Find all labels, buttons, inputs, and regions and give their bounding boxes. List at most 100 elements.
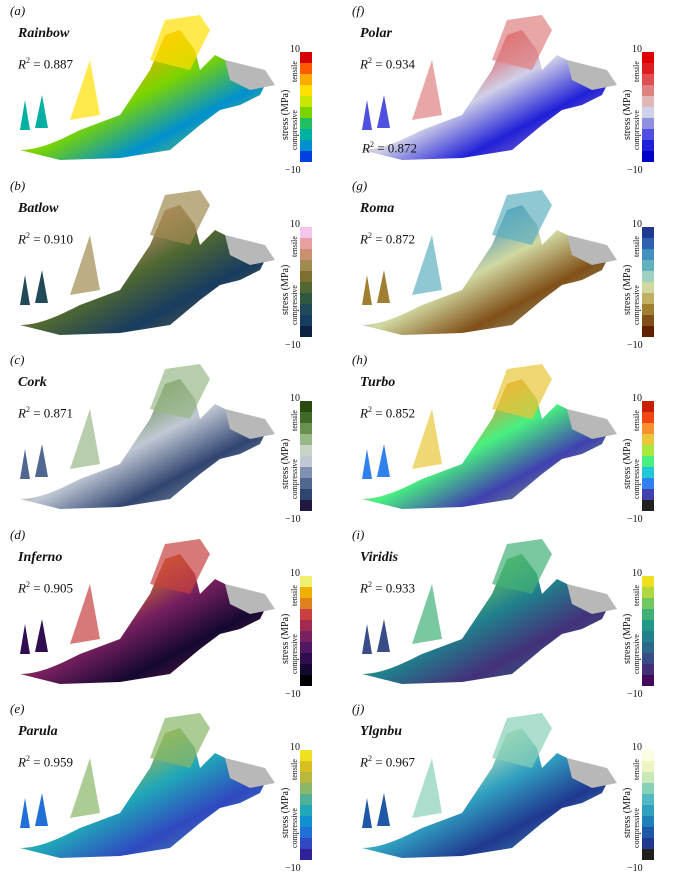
coronoid-shape [70, 189, 210, 295]
colorbar-step [642, 314, 654, 326]
colormap-name: Roma [360, 200, 395, 216]
colorbar-step [642, 827, 654, 839]
panel-label: (a) [10, 3, 26, 18]
colorbar-step [642, 489, 654, 501]
panel-ylgnbu: (j) Ylgnbu R2 = 0.967 10 −10 stress (MPa) tens… [342, 698, 684, 874]
colorbar-step [642, 805, 654, 817]
condyle-shape [225, 234, 275, 265]
condyle-shape [567, 758, 617, 789]
colorbar-step [642, 237, 654, 249]
r2-value: R2 = 0.872 [360, 230, 416, 246]
colorbar-step [642, 838, 654, 850]
coronoid-shape [412, 538, 552, 644]
colorbar [642, 750, 654, 861]
colorbar-min-label: −10 [627, 514, 643, 526]
panel-polar: (f) Polar R2 = 0.934 10 −10 stress (MPa) tensi… [342, 0, 684, 176]
teeth-shape [362, 444, 390, 480]
colorbar-step [642, 500, 654, 512]
colorbar-step [300, 489, 312, 501]
r2-value: R2 = 0.967 [360, 754, 416, 770]
colorbar-step [300, 129, 312, 140]
jaw-render [362, 713, 617, 859]
teeth-shape [362, 269, 390, 305]
colormap-name: Rainbow [18, 26, 70, 41]
colorbar-step [300, 259, 312, 271]
colormap-name: Parula [18, 724, 58, 740]
colorbar-step [300, 401, 312, 413]
tensile-label: tensile [290, 584, 299, 606]
colorbar-step [300, 630, 312, 642]
colorbar [642, 226, 654, 337]
colorbar-step [642, 772, 654, 784]
colorbar-step [642, 597, 654, 609]
colorbar-step [642, 641, 654, 653]
tensile-label: tensile [632, 584, 641, 606]
colorbar-step [300, 849, 312, 861]
colorbar-step [642, 270, 654, 282]
colorbar-step [642, 674, 654, 686]
mandible-shape [20, 728, 265, 859]
colorbar-step [642, 478, 654, 490]
colorbar-step [642, 652, 654, 664]
colorbar-step [300, 838, 312, 850]
tensile-label: tensile [632, 410, 641, 432]
coronoid-shape [70, 364, 210, 470]
colorbar-step [300, 107, 312, 118]
colorbar-step [642, 783, 654, 795]
coronoid-shape [412, 15, 552, 120]
colorbar-step [300, 456, 312, 468]
coronoid-shape [412, 189, 552, 295]
colorbar-step [642, 151, 654, 162]
panel-label: (c) [10, 352, 25, 368]
tensile-label: tensile [290, 759, 299, 781]
colorbar-step [300, 478, 312, 490]
mandible-shape [362, 728, 607, 859]
compressive-label: compressive [632, 284, 641, 325]
compressive-label: compressive [290, 808, 299, 849]
r2-value: R2 = 0.887 [18, 56, 74, 72]
colorbar-step [300, 827, 312, 839]
colorbar-step [642, 248, 654, 260]
coronoid-shape [412, 364, 552, 470]
jaw-render [20, 538, 275, 684]
colorbar [300, 575, 312, 686]
colorbar-max-label: 10 [632, 567, 642, 579]
tensile-label: tensile [632, 235, 641, 257]
colormap-name: Polar [360, 26, 392, 41]
colorbar-step [642, 445, 654, 457]
condyle-shape [567, 60, 617, 90]
colorbar-step [642, 401, 654, 413]
colorbar-max-label: 10 [632, 742, 642, 754]
compressive-label: compressive [632, 110, 641, 150]
panel-label: (i) [352, 526, 365, 542]
jaw-render [362, 15, 617, 160]
panel-rainbow: (a) Rainbow R2 = 0.887 10 −10 stress (MPa) ten… [0, 0, 342, 176]
colorbar-step [642, 74, 654, 85]
compressive-label: compressive [632, 808, 641, 849]
condyle-shape [225, 409, 275, 440]
colorbar-step [300, 281, 312, 293]
colorbar-step [300, 325, 312, 337]
coronoid-shape [70, 15, 210, 120]
colorbar [642, 401, 654, 512]
colorbar-min-label: −10 [627, 339, 643, 351]
r2-value: R2 = 0.871 [18, 405, 74, 421]
teeth-shape [20, 793, 48, 829]
colorbar-step [642, 608, 654, 620]
colorbar-step [300, 423, 312, 435]
colorbar-step [300, 74, 312, 85]
colorbar-step [300, 248, 312, 260]
colorbar-max-label: 10 [290, 742, 300, 754]
colorbar-step [300, 772, 312, 784]
teeth-shape [20, 444, 48, 480]
teeth-shape [20, 618, 48, 654]
condyle-shape [567, 234, 617, 265]
r2-value: R2 = 0.852 [360, 405, 416, 421]
teeth-shape [362, 95, 390, 130]
colorbar-step [642, 63, 654, 74]
colorbar-step [300, 575, 312, 587]
compressive-label: compressive [290, 633, 299, 674]
colorbar [300, 750, 312, 861]
colormap-name: Ylgnbu [360, 724, 403, 740]
colorbar-step [642, 292, 654, 304]
